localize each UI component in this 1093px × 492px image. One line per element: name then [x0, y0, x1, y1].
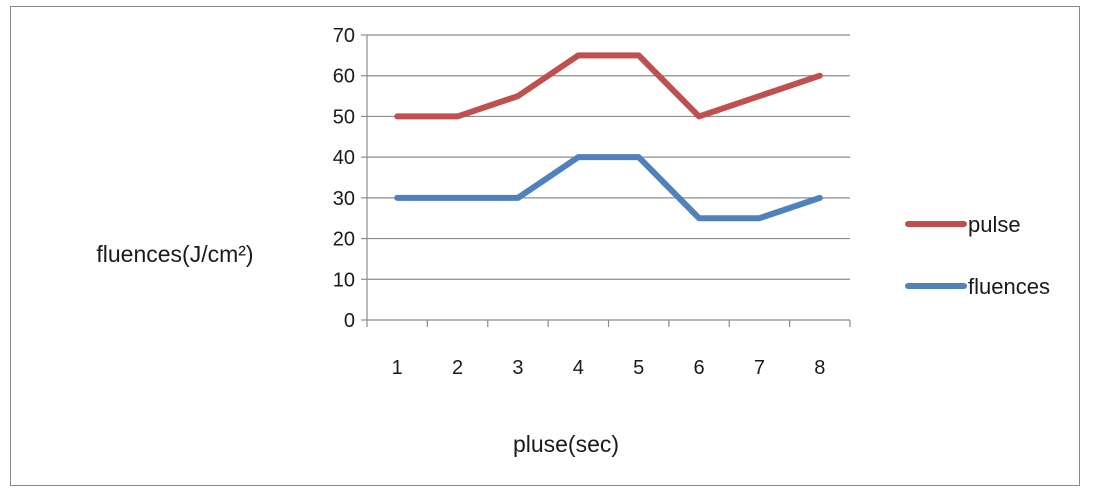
y-tick-label: 0 [344, 310, 355, 332]
y-tick-labels: 0 10 20 30 40 50 60 70 [333, 25, 355, 332]
y-tick-label: 10 [333, 269, 355, 291]
y-tick-label: 60 [333, 66, 355, 88]
x-tick-label: 1 [392, 357, 403, 379]
x-tick-label: 2 [452, 357, 463, 379]
x-tick-label: 7 [754, 357, 765, 379]
y-tick-label: 70 [333, 25, 355, 47]
chart-frame [10, 6, 1080, 486]
x-tick-label: 4 [573, 357, 584, 379]
legend: pulse fluences [905, 212, 1050, 299]
legend-label-fluences: fluences [968, 274, 1050, 299]
axes [361, 34, 851, 327]
legend-label-pulse: pulse [968, 212, 1021, 237]
y-tick-label: 40 [333, 147, 355, 169]
series-line-fluences [394, 154, 823, 222]
x-tick-label: 3 [512, 357, 523, 379]
y-tick-label: 30 [333, 188, 355, 210]
x-axis-title: pluse(sec) [513, 431, 619, 457]
x-tick-label: 6 [694, 357, 705, 379]
x-tick-labels: 1 2 3 4 5 6 7 8 [392, 357, 826, 379]
series-lines [394, 52, 823, 222]
y-tick-label: 50 [333, 106, 355, 128]
y-axis-title: fluences(J/cm²) [96, 241, 253, 267]
x-tick-label: 8 [814, 357, 825, 379]
series-line-pulse [394, 52, 823, 120]
x-tick-label: 5 [633, 357, 644, 379]
y-tick-label: 20 [333, 229, 355, 251]
